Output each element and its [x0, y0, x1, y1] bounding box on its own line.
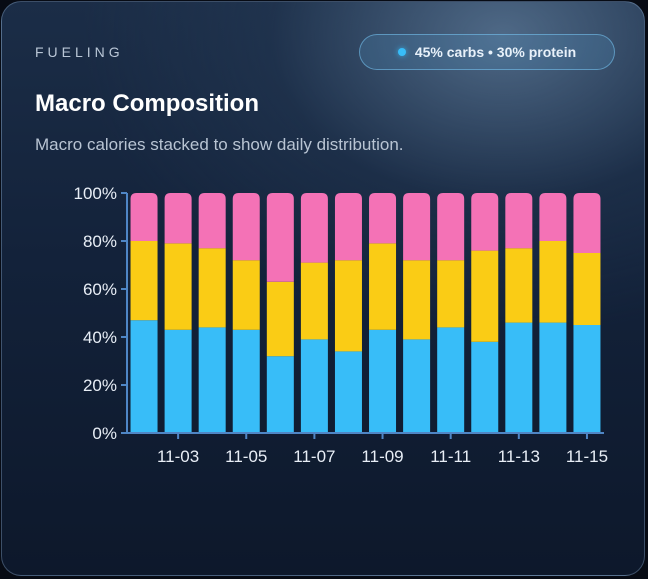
x-tick-label: 11-05	[225, 447, 267, 466]
bar-carbs-11-04	[198, 248, 226, 328]
bar-carbs-11-13	[505, 248, 533, 323]
bar-protein-11-10	[403, 339, 431, 433]
bar-carbs-11-11	[437, 260, 465, 328]
bar-fat-11-07	[300, 193, 328, 263]
y-tick-label: 40%	[83, 328, 117, 347]
bar-fat-11-03	[164, 193, 192, 244]
bar-fat-11-13	[505, 193, 533, 249]
y-tick-label: 60%	[83, 280, 117, 299]
bar-fat-11-12	[471, 193, 499, 251]
bar-fat-11-11	[437, 193, 465, 261]
bar-protein-11-03	[164, 329, 192, 433]
bar-fat-11-15	[573, 193, 601, 253]
bar-protein-11-11	[437, 327, 465, 433]
bar-carbs-11-07	[300, 262, 328, 340]
bar-fat-11-09	[369, 193, 397, 244]
macro-summary-text: 45% carbs • 30% protein	[414, 44, 577, 60]
bar-fat-11-04	[198, 193, 226, 249]
x-tick-label: 11-15	[566, 447, 608, 466]
bar-protein-11-12	[471, 341, 499, 433]
bar-carbs-11-12	[471, 250, 499, 342]
bar-protein-11-13	[505, 322, 533, 433]
bar-protein-11-09	[369, 329, 397, 433]
bar-protein-11-15	[573, 325, 601, 433]
bar-fat-11-08	[334, 193, 362, 261]
chart-axes: 0% 20% 40% 60% 80% 100% 11-03 11-05 11-07 11-09 11…	[74, 184, 609, 466]
status-dot-icon	[397, 48, 406, 56]
chart-title: Macro Composition	[35, 90, 260, 117]
bar-carbs-11-15	[573, 253, 601, 325]
bar-carbs-11-03	[164, 243, 192, 330]
bar-fat-11-05	[232, 193, 260, 261]
bar-group	[130, 193, 601, 433]
bar-protein-11-06	[266, 356, 294, 433]
y-tick-label: 20%	[83, 376, 117, 395]
bar-protein-11-08	[334, 351, 362, 433]
bar-protein-11-14	[539, 322, 567, 433]
bar-protein-11-05	[232, 329, 260, 433]
bar-fat-11-14	[539, 193, 567, 241]
bar-fat-11-02	[130, 193, 158, 241]
bar-carbs-11-02	[130, 241, 158, 321]
bar-carbs-11-08	[334, 260, 362, 352]
x-tick-label: 11-13	[498, 447, 540, 466]
bar-protein-11-04	[198, 327, 226, 433]
bar-fat-11-10	[403, 193, 431, 261]
chart-subtitle: Macro calories stacked to show daily dis…	[35, 135, 404, 154]
bar-protein-11-02	[130, 320, 158, 433]
bar-carbs-11-10	[403, 260, 431, 340]
x-tick-label: 11-11	[430, 447, 471, 466]
y-tick-label: 80%	[83, 232, 117, 251]
bar-fat-11-06	[266, 193, 294, 282]
bar-carbs-11-05	[232, 260, 260, 330]
x-tick-label: 11-09	[361, 447, 403, 466]
macro-summary-badge: 45% carbs • 30% protein	[359, 34, 615, 70]
bar-protein-11-07	[300, 339, 328, 433]
bar-carbs-11-09	[369, 243, 397, 330]
y-tick-label: 100%	[74, 184, 117, 203]
bar-carbs-11-06	[266, 281, 294, 357]
x-tick-label: 11-07	[293, 447, 335, 466]
y-tick-label: 0%	[92, 424, 117, 443]
card-eyebrow: FUELING	[35, 44, 124, 60]
x-tick-label: 11-03	[157, 447, 199, 466]
bar-carbs-11-14	[539, 241, 567, 323]
